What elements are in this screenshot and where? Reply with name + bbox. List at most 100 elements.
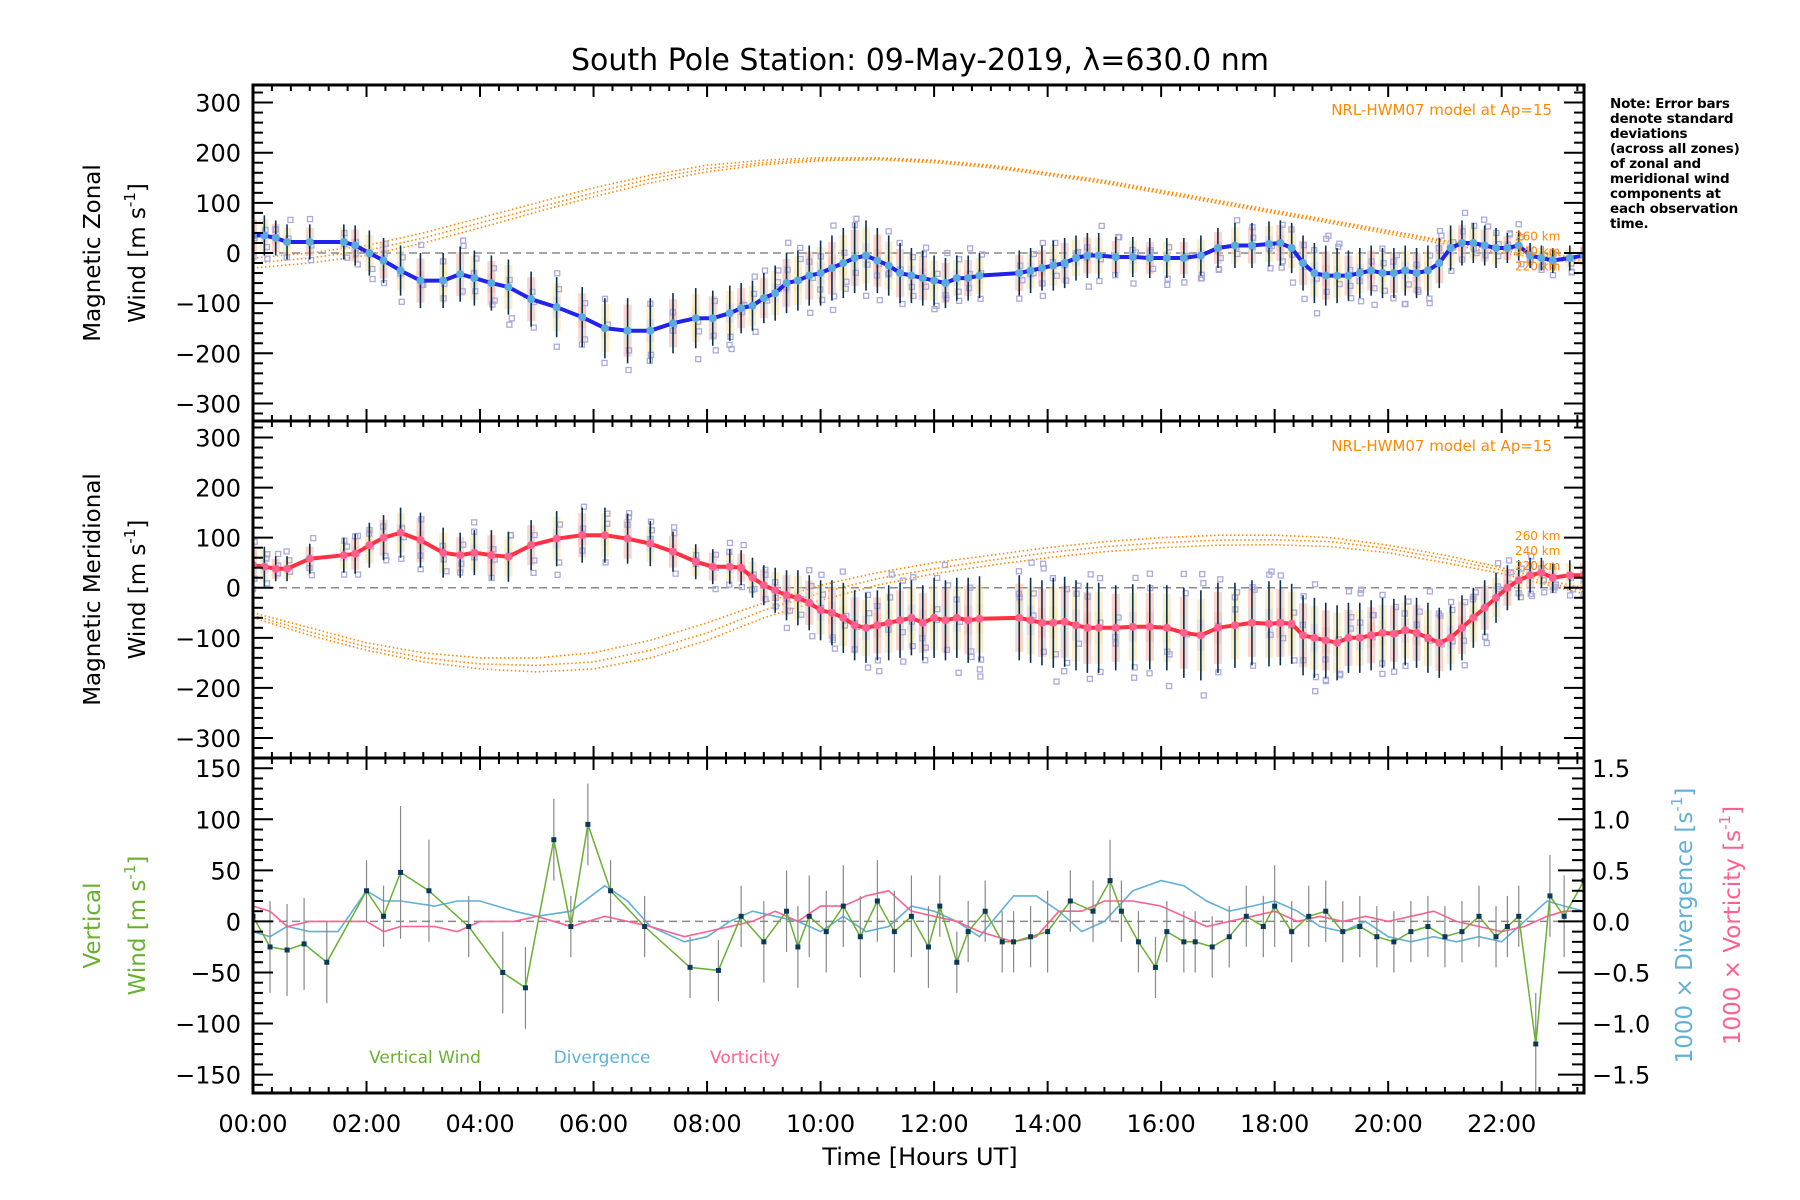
x-tick-label: 22:00 xyxy=(1467,1110,1536,1138)
x-tick-label: 12:00 xyxy=(900,1110,969,1138)
data-point xyxy=(1083,251,1092,260)
zone-point xyxy=(625,366,632,374)
data-point xyxy=(439,276,448,285)
y-tick-label: −300 xyxy=(175,390,241,418)
data-point xyxy=(691,557,700,566)
vertical-wind-point xyxy=(1272,903,1278,909)
vorticity-line xyxy=(253,889,1584,943)
zone-point xyxy=(1164,281,1171,288)
data-point xyxy=(793,276,802,285)
divergence-axis-label: 1000 × Divergence [s-1] xyxy=(1668,788,1698,1064)
zone-point xyxy=(710,332,717,339)
data-point xyxy=(771,289,780,298)
zone-point xyxy=(1323,235,1330,242)
zone-point xyxy=(1017,262,1024,269)
data-point xyxy=(1128,253,1137,262)
vertical-wind-point xyxy=(784,908,790,914)
right-y-tick-label: −1.0 xyxy=(1592,1011,1650,1039)
zone-point xyxy=(306,215,314,223)
data-point xyxy=(816,269,825,278)
zone-point xyxy=(1347,295,1355,302)
vertical-wind-point xyxy=(1011,939,1017,945)
data-point xyxy=(504,283,513,292)
vertical-wind-point xyxy=(1561,913,1567,919)
data-point xyxy=(1276,618,1285,627)
model-altitude-label: 260 km xyxy=(1515,529,1560,543)
data-point xyxy=(416,536,425,545)
zone-point xyxy=(934,270,941,278)
zone-point xyxy=(1518,261,1525,268)
data-point xyxy=(782,279,791,288)
zone-point xyxy=(922,244,930,251)
vertical-ylabel-line1: Vertical xyxy=(80,882,106,968)
vertical-wind-point xyxy=(398,869,404,875)
y-tick-label: 200 xyxy=(195,475,241,503)
zone-point xyxy=(1197,275,1205,282)
data-point xyxy=(1526,251,1535,260)
zone-point xyxy=(283,548,290,555)
zone-point xyxy=(863,292,870,299)
zone-point xyxy=(1200,692,1207,699)
zone-point xyxy=(1249,662,1257,669)
data-point xyxy=(907,271,916,280)
zone-point xyxy=(1277,572,1284,579)
data-point xyxy=(1310,633,1319,642)
data-point xyxy=(975,271,984,280)
x-tick-label: 02:00 xyxy=(332,1110,401,1138)
data-point xyxy=(470,274,479,283)
zone-point xyxy=(1581,577,1584,584)
zone-point xyxy=(968,653,975,661)
vertical-wind-point xyxy=(823,929,829,935)
data-point xyxy=(952,613,961,622)
zone-point xyxy=(839,568,846,575)
divergence-line xyxy=(253,879,1584,943)
meridional-plot-area xyxy=(253,503,1584,699)
vertical-wind-point xyxy=(795,944,801,950)
zone-point xyxy=(1146,570,1154,577)
vertical-wind-point xyxy=(1547,893,1553,899)
zone-point xyxy=(1580,247,1584,254)
zone-point xyxy=(508,315,516,322)
model-label: NRL-HWM07 model at Ap=15 xyxy=(1331,101,1552,119)
data-point xyxy=(850,254,859,263)
zone-point xyxy=(784,266,791,273)
x-tick-label: 00:00 xyxy=(218,1110,287,1138)
zone-point xyxy=(899,577,906,584)
zone-point xyxy=(1181,279,1188,286)
zone-point xyxy=(601,359,608,367)
zone-point xyxy=(1053,272,1060,279)
zone-point xyxy=(1405,281,1412,288)
data-point xyxy=(1128,622,1137,631)
zone-point xyxy=(752,328,759,335)
zone-point xyxy=(1301,295,1308,303)
zone-point xyxy=(1291,657,1298,664)
data-point xyxy=(1310,269,1319,278)
data-point xyxy=(873,621,882,630)
data-point xyxy=(964,274,973,283)
zone-point xyxy=(899,300,906,308)
zone-point xyxy=(1494,560,1502,567)
data-point xyxy=(1503,583,1512,592)
data-point xyxy=(396,266,405,275)
data-point xyxy=(1196,251,1205,260)
data-point xyxy=(1480,603,1489,612)
data-point xyxy=(873,256,882,265)
zone-point xyxy=(1165,682,1173,690)
data-point xyxy=(839,613,848,622)
data-point xyxy=(1264,619,1273,628)
data-point xyxy=(1145,254,1154,263)
data-point xyxy=(305,237,314,246)
data-point xyxy=(379,256,388,265)
data-point xyxy=(1247,241,1256,250)
data-point xyxy=(1060,617,1069,626)
data-point xyxy=(1492,593,1501,602)
model-altitude-label: 220 km xyxy=(1515,559,1560,573)
zone-point xyxy=(287,216,294,224)
data-point xyxy=(1503,243,1512,252)
vertical-wind-point xyxy=(1476,913,1482,919)
data-point xyxy=(260,562,269,571)
y-tick-label: −200 xyxy=(175,675,241,703)
data-point xyxy=(1355,633,1364,642)
zone-point xyxy=(672,570,679,577)
y-tick-label: 100 xyxy=(195,806,241,834)
